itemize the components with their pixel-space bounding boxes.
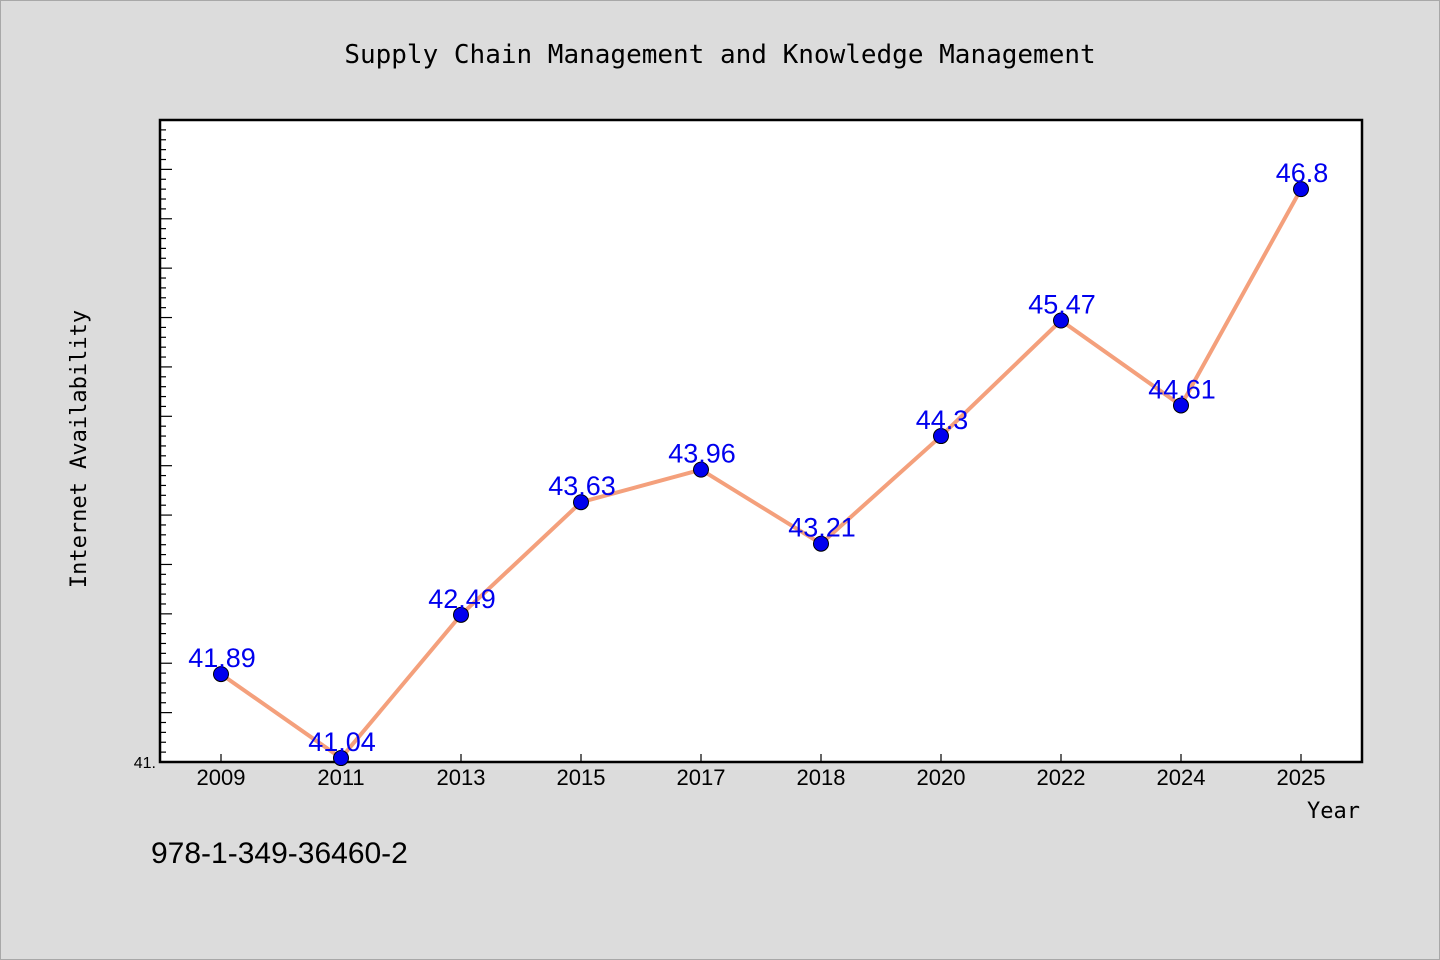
data-point bbox=[1293, 181, 1309, 198]
data-label: 43.63 bbox=[548, 471, 616, 501]
x-tick-label: 2015 bbox=[557, 765, 606, 790]
data-label: 41.89 bbox=[188, 643, 256, 673]
data-point bbox=[453, 606, 469, 623]
x-tick-label: 2020 bbox=[917, 765, 966, 790]
data-label: 44.61 bbox=[1148, 374, 1216, 404]
data-label: 46.8 bbox=[1276, 158, 1329, 188]
data-point bbox=[333, 750, 349, 767]
data-label: 42.49 bbox=[428, 584, 496, 614]
x-tick-label: 2013 bbox=[437, 765, 486, 790]
data-label: 43.21 bbox=[788, 513, 856, 543]
y-tick-label: 41. bbox=[134, 755, 156, 772]
x-tick-label: 2025 bbox=[1277, 765, 1326, 790]
data-label: 45.47 bbox=[1028, 290, 1096, 320]
x-tick-label: 2017 bbox=[677, 765, 726, 790]
x-tick-label: 2009 bbox=[197, 765, 246, 790]
data-point bbox=[573, 494, 589, 511]
y-axis-ticks: 41. bbox=[134, 119, 172, 772]
chart-title: Supply Chain Management and Knowledge Ma… bbox=[344, 40, 1095, 70]
data-point bbox=[933, 428, 949, 445]
isbn-footer: 978-1-349-36460-2 bbox=[151, 837, 408, 870]
data-point bbox=[213, 666, 229, 683]
series-group: 41.89 41.04 42.49 43.63 43.96 43.21 44.3 45.47 4… bbox=[188, 158, 1329, 767]
data-point bbox=[1173, 397, 1189, 414]
data-label: 44.3 bbox=[916, 405, 969, 435]
data-point bbox=[693, 461, 709, 478]
x-axis-ticks: 2009 2011 2013 2015 2017 2018 2020 2022 2024 2025 bbox=[197, 754, 1326, 790]
series-line bbox=[219, 187, 1303, 761]
y-axis-label: Internet Availability bbox=[67, 310, 92, 588]
x-tick-label: 2024 bbox=[1157, 765, 1206, 790]
x-tick-label: 2022 bbox=[1037, 765, 1086, 790]
plot-area bbox=[158, 118, 1364, 764]
x-axis-label: Year bbox=[1307, 799, 1360, 824]
x-tick-label: 2018 bbox=[797, 765, 846, 790]
x-tick-label: 2011 bbox=[317, 765, 364, 790]
data-label: 43.96 bbox=[668, 439, 736, 469]
data-label: 41.04 bbox=[308, 727, 376, 757]
data-point bbox=[813, 535, 829, 552]
data-point bbox=[1053, 312, 1069, 329]
